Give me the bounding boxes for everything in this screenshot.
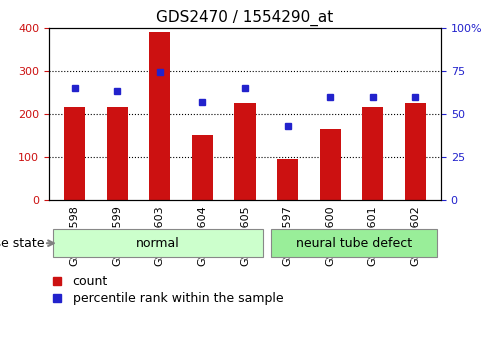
Bar xyxy=(149,32,171,200)
Bar xyxy=(362,107,384,200)
Text: percentile rank within the sample: percentile rank within the sample xyxy=(73,292,283,305)
Bar xyxy=(192,135,213,200)
Text: disease state: disease state xyxy=(0,237,44,250)
Bar xyxy=(53,229,263,257)
Text: count: count xyxy=(73,275,108,288)
Title: GDS2470 / 1554290_at: GDS2470 / 1554290_at xyxy=(156,10,334,26)
Text: neural tube defect: neural tube defect xyxy=(296,237,412,250)
Text: normal: normal xyxy=(136,237,180,250)
Bar xyxy=(277,159,298,200)
Bar xyxy=(405,103,426,200)
Bar xyxy=(106,107,128,200)
Bar xyxy=(319,129,341,200)
Bar xyxy=(270,229,437,257)
Bar xyxy=(234,103,256,200)
Bar xyxy=(64,107,85,200)
